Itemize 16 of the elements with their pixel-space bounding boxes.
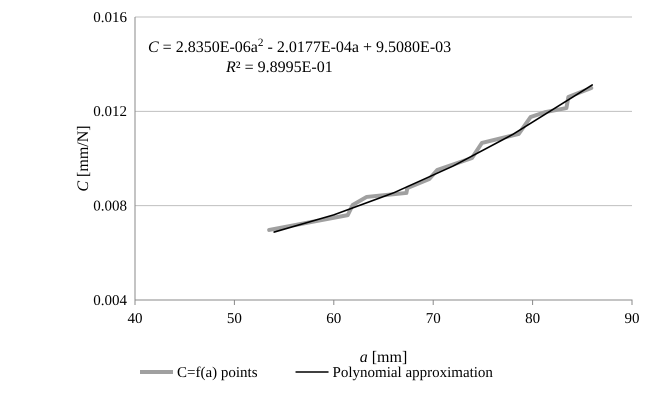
x-tick-label: 80	[525, 311, 540, 327]
y-tick-label: 0.008	[93, 198, 127, 214]
x-tick-label: 50	[226, 311, 242, 327]
y-tick-label: 0.004	[93, 292, 128, 309]
x-axis-title: a [mm]	[360, 349, 408, 366]
x-tick-label: 60	[326, 311, 342, 327]
y-tick-label: 0.016	[93, 10, 128, 26]
annotation: R² = 9.8995E-01	[225, 59, 333, 76]
x-tick-label: 90	[624, 311, 640, 327]
annotation: C = 2.8350E-06a$^{2}$ - 2.0177E-04a + 9.5080E-03	[148, 37, 452, 56]
x-tick-label: 40	[128, 311, 142, 327]
x-tick-label: 70	[426, 311, 441, 327]
y-axis-title: C [mm/N]	[75, 125, 92, 192]
y-tick-label: 0.012	[93, 104, 127, 120]
legend-label: C=f(a) points	[177, 365, 258, 381]
legend-label: Polynomial approximation	[332, 365, 494, 381]
